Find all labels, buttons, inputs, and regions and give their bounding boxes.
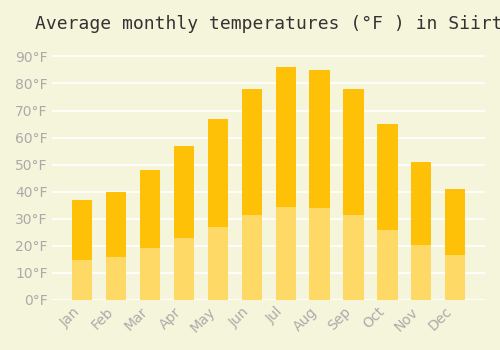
Bar (411, 162, 432, 300)
Bar (242, 216, 262, 300)
Bar (174, 238, 194, 300)
Bar (72, 200, 92, 300)
Bar (377, 230, 398, 300)
Bar (344, 89, 363, 300)
Bar (445, 256, 466, 300)
Bar (377, 124, 398, 300)
Bar (140, 248, 160, 300)
Bar (276, 67, 296, 300)
Title: Average monthly temperatures (°F ) in Siirt: Average monthly temperatures (°F ) in Si… (35, 15, 500, 33)
Bar (310, 70, 330, 300)
Bar (174, 146, 194, 300)
Bar (106, 257, 126, 300)
Bar (106, 192, 126, 300)
Bar (72, 260, 92, 300)
Bar (344, 216, 363, 300)
Bar (242, 89, 262, 300)
Bar (411, 245, 432, 300)
Bar (276, 207, 296, 300)
Bar (208, 228, 228, 300)
Bar (445, 189, 466, 300)
Bar (140, 170, 160, 300)
Bar (310, 208, 330, 300)
Bar (208, 119, 228, 300)
